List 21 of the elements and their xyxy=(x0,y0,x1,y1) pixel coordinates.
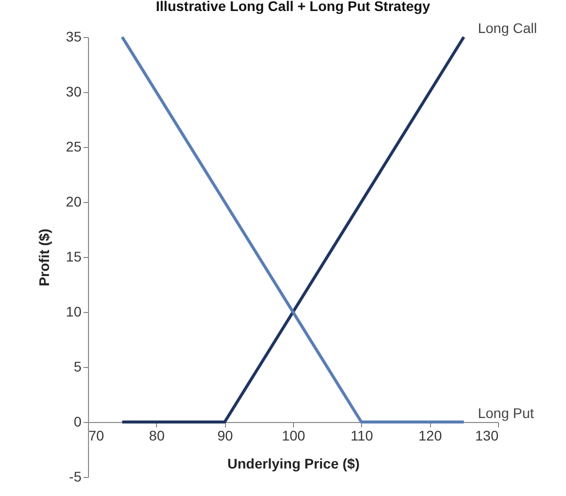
x-tick-label: 70 xyxy=(88,428,104,444)
series-label: Long Call xyxy=(478,20,537,36)
y-tick-label: 10 xyxy=(66,304,82,320)
y-tick-label: 20 xyxy=(66,194,82,210)
x-tick-label: 110 xyxy=(350,428,374,444)
y-tick-label: 5 xyxy=(74,358,82,374)
y-tick-label: 30 xyxy=(66,84,82,100)
series-label: Long Put xyxy=(478,405,534,421)
x-axis-title: Underlying Price ($) xyxy=(227,456,360,472)
y-tick-label: 35 xyxy=(66,28,82,44)
y-tick-label: 0 xyxy=(74,414,82,430)
y-tick-label: 25 xyxy=(66,138,82,154)
x-tick-label: 90 xyxy=(217,428,234,444)
x-tick-label: 120 xyxy=(418,428,442,444)
chart-title: Illustrative Long Call + Long Put Strategy xyxy=(156,0,430,14)
y-tick-label: -5 xyxy=(69,468,82,484)
y-axis-title: Profit ($) xyxy=(36,228,52,286)
x-tick-label: 100 xyxy=(282,428,306,444)
x-tick-label: 130 xyxy=(475,428,499,444)
x-tick-label: 80 xyxy=(149,428,165,444)
y-tick-label: 15 xyxy=(66,248,82,264)
